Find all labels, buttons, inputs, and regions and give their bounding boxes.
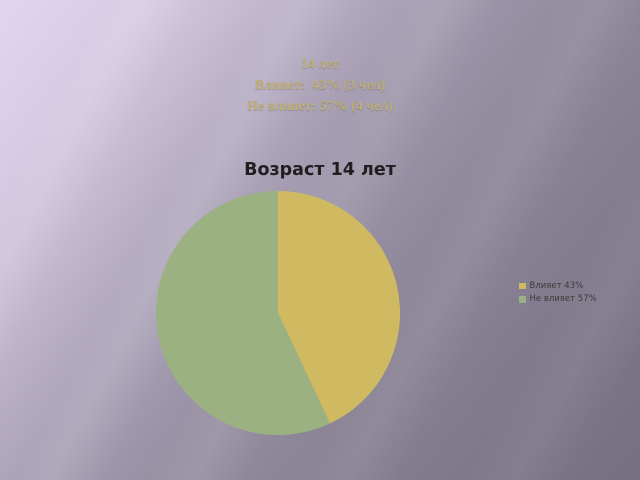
- pie-slice-1: [156, 191, 330, 435]
- header-influences-line: Влияет: 43% (3 чел): [254, 78, 386, 93]
- legend-label-ne-vliyaet: Не влияет 57%: [529, 294, 597, 305]
- legend-item-ne-vliyaet: Не влияет 57%: [519, 293, 597, 307]
- legend-swatch-ne-vliyaet: [519, 296, 526, 303]
- slide-header: 14 лет Влияет: 43% (3 чел) Не влияет: 57…: [0, 54, 640, 117]
- legend-item-vliyaet: Влияет 43%: [519, 279, 597, 293]
- header-age-line: 14 лет: [300, 57, 340, 72]
- chart-title: Возраст 14 лет: [244, 160, 396, 180]
- chart-legend: Влияет 43% Не влияет 57%: [519, 279, 597, 306]
- legend-swatch-vliyaet: [519, 282, 526, 289]
- header-not-influences-line: Не влияет: 57% (4 чел): [246, 99, 393, 114]
- pie-chart: [156, 191, 400, 435]
- pie-slice-0: [278, 191, 400, 424]
- legend-label-vliyaet: Влияет 43%: [529, 280, 584, 291]
